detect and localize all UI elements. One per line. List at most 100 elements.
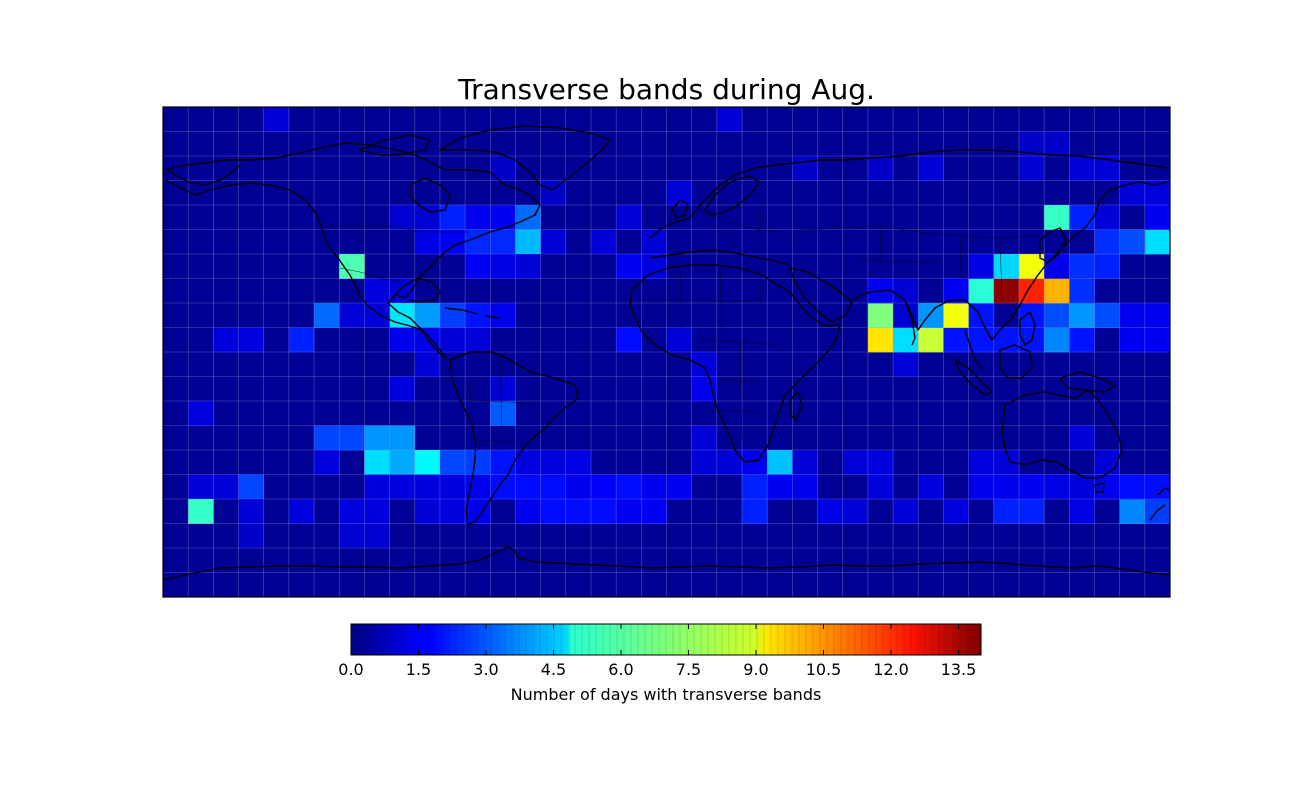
heatmap-cell xyxy=(1119,327,1146,353)
heatmap-cell xyxy=(590,499,617,524)
heatmap-cell xyxy=(842,499,869,524)
map-panel xyxy=(162,106,1171,598)
heatmap-cell xyxy=(439,229,466,255)
coast-new-zealand xyxy=(1149,487,1170,521)
colorbar-segment-lines xyxy=(357,624,975,655)
coast-new-guinea xyxy=(1059,371,1116,393)
heatmap-cell xyxy=(364,278,390,304)
heatmap-cell xyxy=(1018,156,1045,181)
heatmap-cell xyxy=(1119,180,1146,206)
heatmap-cell xyxy=(238,327,265,353)
coast-antarctica xyxy=(163,546,1170,581)
heatmap-cell xyxy=(918,474,944,500)
heatmap-cell xyxy=(364,450,390,475)
heatmap-cell xyxy=(414,303,441,328)
heatmap-cell xyxy=(968,474,995,500)
coast-mediterranean xyxy=(649,249,791,266)
heatmap-cell xyxy=(993,499,1020,524)
coast-scandinavia xyxy=(704,175,761,216)
heatmap-cell xyxy=(993,254,1020,279)
heatmap-cell xyxy=(1044,205,1070,230)
heatmap-cell xyxy=(314,425,340,451)
heatmap-cell xyxy=(364,474,390,500)
heatmap-cell xyxy=(1144,229,1170,255)
heatmap-cell xyxy=(1069,278,1095,304)
colorbar-tick-label: 12.0 xyxy=(873,660,909,679)
heatmap-cell xyxy=(641,229,667,255)
heatmap-cell xyxy=(616,205,642,230)
heatmap-cell xyxy=(666,474,693,500)
coast-asia-south xyxy=(851,181,1169,341)
heatmap-cell xyxy=(238,499,265,524)
heatmap-cell xyxy=(465,205,491,230)
coast-south-america xyxy=(449,351,579,526)
heatmap-cell xyxy=(691,376,718,402)
heatmap-cell xyxy=(616,499,642,524)
heatmap-cell xyxy=(1044,474,1070,500)
heatmap-cell xyxy=(288,327,315,353)
heatmap-cell xyxy=(968,327,995,353)
heatmap-cell xyxy=(490,156,516,181)
heatmap-cell xyxy=(641,474,667,500)
heatmap-cell xyxy=(540,474,567,500)
heatmap-cell xyxy=(993,327,1020,353)
heatmap-cell xyxy=(188,474,214,500)
heatmap-cell xyxy=(288,499,315,524)
heatmap-cell xyxy=(1119,499,1146,524)
coast-caribbean xyxy=(444,307,501,319)
heatmap-cell xyxy=(993,474,1020,500)
coast-borneo xyxy=(999,344,1033,379)
heatmap-cell xyxy=(364,499,390,524)
heatmap-cell xyxy=(565,450,592,475)
heatmap-cell xyxy=(817,499,844,524)
coast-africa xyxy=(629,264,841,463)
heatmap-cell xyxy=(389,450,416,475)
coast-hudson xyxy=(409,177,451,213)
heatmap-cell xyxy=(414,499,441,524)
heatmap-cell xyxy=(1144,205,1170,230)
border-europe xyxy=(699,209,781,251)
heatmap-cell xyxy=(867,156,894,181)
heatmap-cell xyxy=(439,499,466,524)
heatmap-cell xyxy=(389,376,416,402)
heatmap-cell xyxy=(641,254,667,279)
heatmap-cell xyxy=(1069,499,1095,524)
heatmap-cell xyxy=(414,450,441,475)
heatmap-cell xyxy=(918,156,944,181)
heatmap-cell xyxy=(867,303,894,328)
heatmap-cell xyxy=(590,474,617,500)
heatmap-cell xyxy=(1094,205,1121,230)
heatmap-cell xyxy=(893,352,919,377)
heatmap-cell xyxy=(439,205,466,230)
heatmap-cell xyxy=(213,327,239,353)
heatmap-cell xyxy=(691,425,718,451)
heatmap-cell xyxy=(968,278,995,304)
heatmap-cell xyxy=(339,523,365,549)
coast-north-america xyxy=(164,142,541,359)
heatmap-cell xyxy=(565,499,592,524)
heatmap-cell xyxy=(339,303,365,328)
heatmap-cell xyxy=(238,523,265,549)
coast-australia xyxy=(1001,389,1123,479)
heatmap-cell xyxy=(389,327,416,353)
heatmap-cell xyxy=(716,107,743,132)
coast-greenland xyxy=(439,125,611,191)
heatmap-cell xyxy=(842,450,869,475)
coast-madagascar xyxy=(789,391,803,421)
heatmap-cell xyxy=(540,229,567,255)
heatmap-cell xyxy=(943,303,969,328)
heatmap-cell xyxy=(414,352,441,377)
coast-alaska xyxy=(164,164,241,186)
coast-tasmania xyxy=(1094,482,1105,493)
heatmap-cell xyxy=(364,523,390,549)
heatmap-cell xyxy=(465,450,491,475)
chart-title: Transverse bands during Aug. xyxy=(458,73,875,106)
heatmap-cell xyxy=(515,474,542,500)
heatmap-cell xyxy=(742,474,768,500)
heatmap-cell xyxy=(1069,156,1095,181)
heatmap-cell xyxy=(439,450,466,475)
heatmap-cell xyxy=(867,450,894,475)
heatmap-cell xyxy=(1069,425,1095,451)
coast-uk xyxy=(671,199,689,219)
heatmap-cell xyxy=(490,229,516,255)
